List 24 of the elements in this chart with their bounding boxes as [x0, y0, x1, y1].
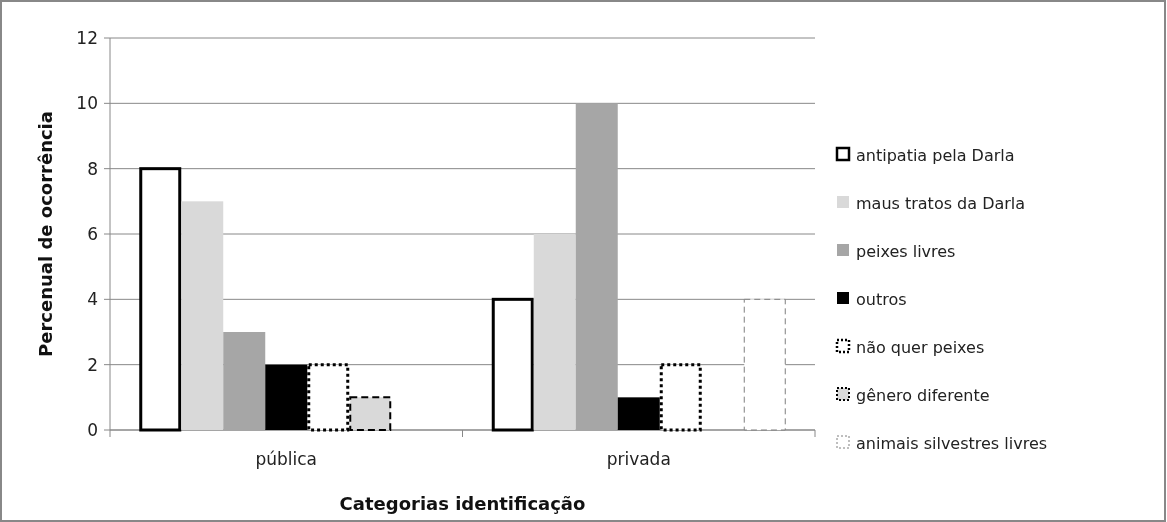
bar: [533, 234, 576, 430]
y-tick-label: 4: [87, 289, 98, 310]
bar: [491, 297, 534, 432]
bar: [181, 201, 224, 430]
bar: [223, 332, 266, 430]
y-tick-label: 0: [87, 419, 98, 440]
y-tick-label: 12: [76, 27, 98, 48]
x-tick-label: privada: [606, 449, 671, 469]
legend-label: outros: [856, 289, 907, 309]
legend-label: animais silvestres livres: [856, 433, 1048, 453]
y-tick-label: 2: [87, 354, 98, 375]
y-tick-label: 6: [87, 223, 98, 244]
y-axis-title: Percenual de ocorrência: [35, 111, 56, 357]
legend-label: maus tratos da Darla: [856, 193, 1026, 213]
legend-label: peixes livres: [856, 241, 956, 261]
y-tick-label: 8: [87, 158, 98, 179]
legend-label: não quer peixes: [856, 337, 985, 357]
bar: [575, 103, 618, 430]
x-tick-label: pública: [255, 449, 318, 469]
legend-label: gênero diferente: [856, 385, 990, 405]
bar: [139, 167, 182, 432]
legend-label: antipatia pela Darla: [856, 145, 1015, 165]
y-tick-label: 10: [76, 93, 98, 114]
x-axis-title: Categorias identificação: [339, 493, 586, 514]
